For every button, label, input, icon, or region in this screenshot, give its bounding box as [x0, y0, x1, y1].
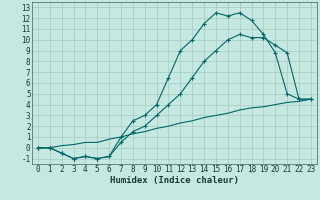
X-axis label: Humidex (Indice chaleur): Humidex (Indice chaleur) — [110, 176, 239, 185]
